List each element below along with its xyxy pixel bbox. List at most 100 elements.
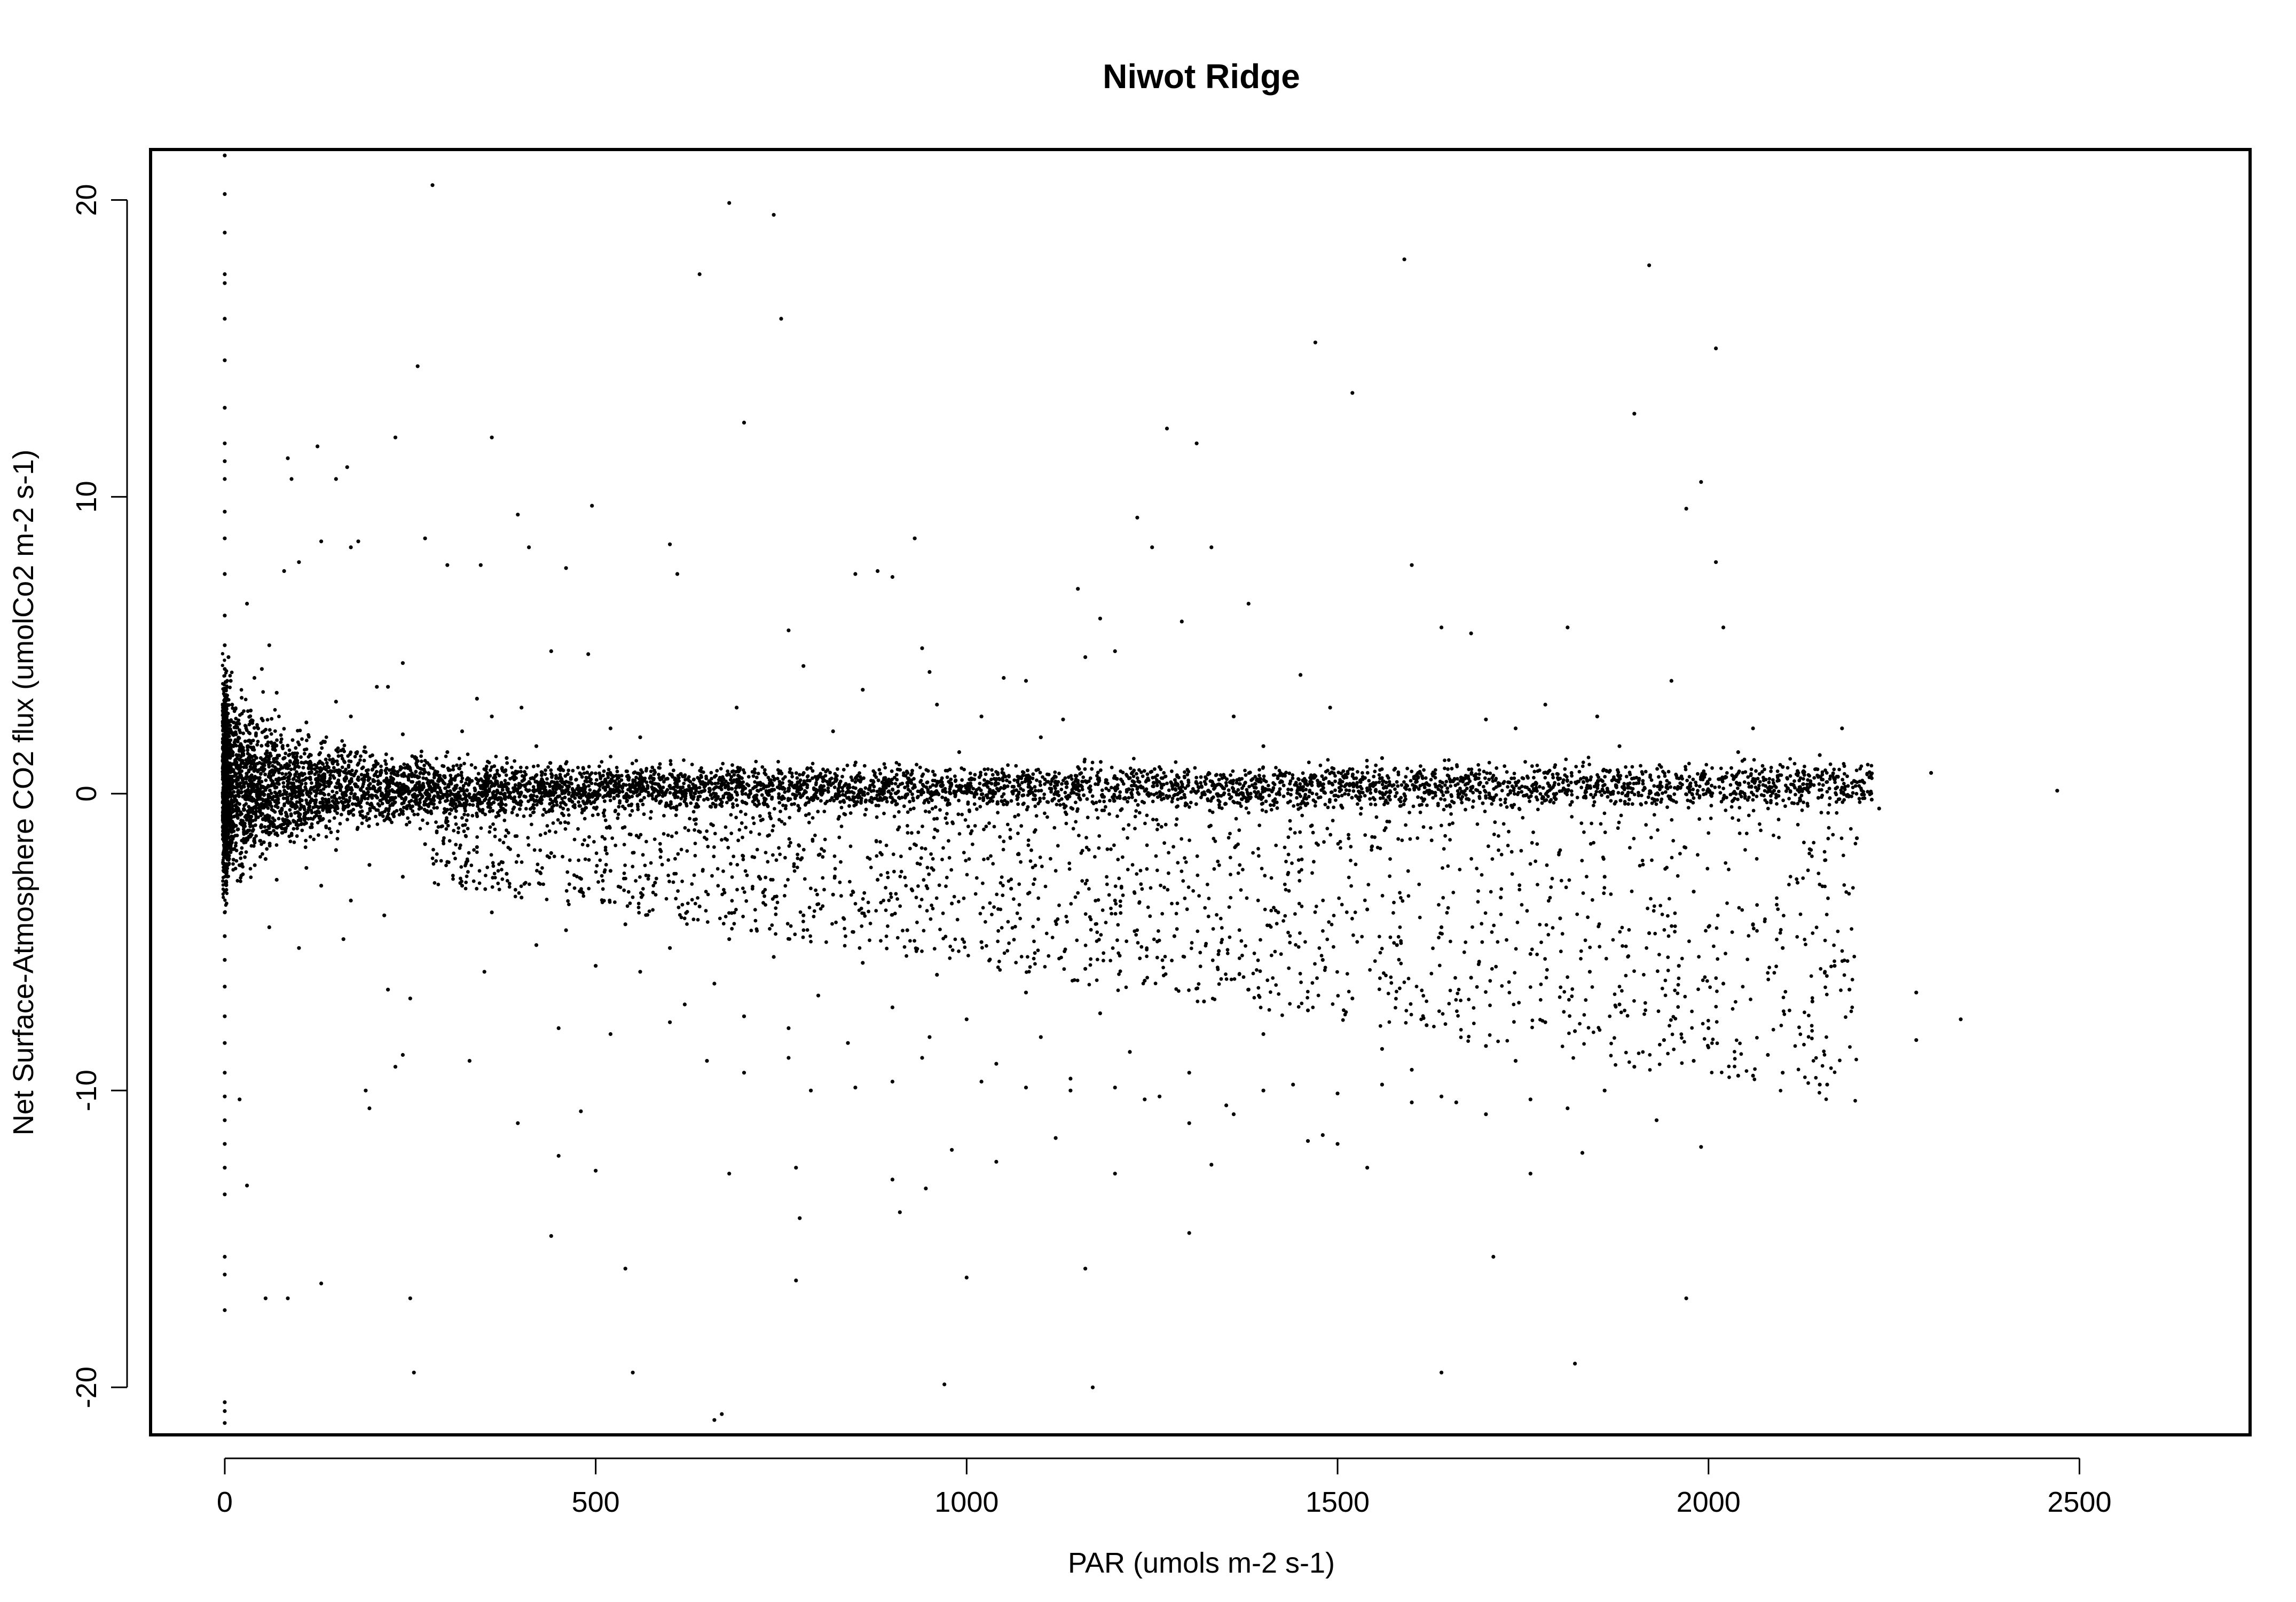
scatter-point (1031, 772, 1035, 776)
scatter-point (916, 789, 920, 794)
scatter-point (239, 856, 243, 860)
scatter-point (732, 778, 736, 782)
scatter-point (359, 754, 363, 758)
scatter-point (275, 738, 279, 742)
scatter-point (1033, 785, 1037, 789)
scatter-point (863, 786, 868, 790)
scatter-point (615, 766, 619, 769)
scatter-point (1538, 784, 1542, 789)
scatter-point (1063, 790, 1067, 795)
scatter-point (513, 783, 517, 787)
scatter-point (560, 811, 564, 815)
scatter-point (524, 788, 528, 791)
scatter-point (1365, 765, 1369, 769)
scatter-point (1296, 803, 1300, 807)
scatter-point (692, 778, 696, 781)
scatter-point (790, 803, 794, 806)
scatter-point (535, 795, 539, 799)
scatter-point (1752, 758, 1756, 762)
scatter-point (728, 778, 733, 782)
scatter-point (1498, 783, 1502, 787)
scatter-point (418, 771, 422, 775)
scatter-point (1788, 757, 1792, 761)
scatter-point (1043, 782, 1047, 786)
scatter-point (1505, 805, 1509, 809)
scatter-point (387, 807, 391, 811)
scatter-point (1450, 794, 1454, 798)
scatter-point (777, 792, 781, 796)
scatter-point (1561, 778, 1566, 782)
scatter-point (308, 752, 312, 757)
scatter-point (1709, 790, 1713, 795)
scatter-point (336, 801, 340, 805)
scatter-point (358, 800, 363, 805)
scatter-point (254, 823, 257, 827)
scatter-point (1729, 766, 1733, 770)
scatter-point (1176, 804, 1180, 808)
scatter-point (1684, 767, 1688, 772)
scatter-point (237, 718, 241, 723)
scatter-point (252, 769, 256, 773)
scatter-point (1446, 767, 1450, 771)
scatter-point (1469, 767, 1474, 771)
scatter-point (710, 776, 713, 781)
scatter-point (1434, 794, 1437, 798)
scatter-point (725, 791, 729, 795)
scatter-point (978, 796, 982, 800)
scatter-point (536, 764, 540, 768)
scatter-point (842, 767, 846, 772)
scatter-point (1433, 776, 1437, 780)
scatter-point (1694, 780, 1698, 784)
scatter-point (273, 729, 277, 733)
scatter-point (713, 782, 717, 786)
scatter-point (777, 800, 782, 805)
scatter-point (669, 806, 673, 810)
scatter-point (1626, 802, 1630, 806)
scatter-point (735, 803, 740, 807)
scatter-point (1665, 805, 1669, 809)
scatter-point (222, 779, 225, 783)
scatter-point (258, 839, 263, 843)
scatter-point (1059, 788, 1064, 791)
scatter-point (1014, 764, 1018, 768)
scatter-point (943, 790, 948, 794)
scatter-point (1595, 773, 1599, 777)
scatter-point (554, 797, 557, 801)
scatter-point (349, 791, 353, 796)
scatter-point (221, 858, 225, 862)
scatter-point (1564, 757, 1568, 761)
scatter-point (255, 761, 260, 766)
scatter-point (307, 735, 311, 739)
scatter-point (221, 663, 224, 668)
scatter-point (223, 658, 226, 662)
scatter-point (334, 797, 339, 802)
scatter-point (856, 778, 860, 782)
scatter-point (1767, 780, 1771, 784)
scatter-point (1601, 779, 1605, 783)
scatter-point (1483, 776, 1487, 780)
scatter-point (421, 782, 425, 786)
chart-title: Niwot Ridge (1103, 57, 1300, 96)
scatter-point (474, 776, 478, 781)
scatter-point (922, 801, 926, 805)
scatter-point (300, 760, 303, 765)
scatter-point (1592, 800, 1597, 804)
scatter-point (567, 780, 571, 784)
scatter-point (263, 825, 267, 829)
scatter-point (1820, 773, 1825, 777)
scatter-point (1471, 791, 1475, 795)
scatter-point (1226, 788, 1231, 792)
scatter-point (890, 781, 894, 786)
scatter-point (928, 785, 932, 789)
scatter-point (760, 765, 765, 769)
scatter-point (587, 765, 591, 769)
scatter-point (1387, 783, 1391, 787)
scatter-point (1235, 792, 1239, 797)
scatter-point (1695, 792, 1699, 796)
dense-band-layer (221, 652, 1874, 1103)
scatter-point (1523, 760, 1527, 764)
scatter-point (885, 799, 889, 804)
scatter-point (1245, 788, 1249, 792)
scatter-point (910, 792, 914, 796)
scatter-point (719, 767, 723, 771)
